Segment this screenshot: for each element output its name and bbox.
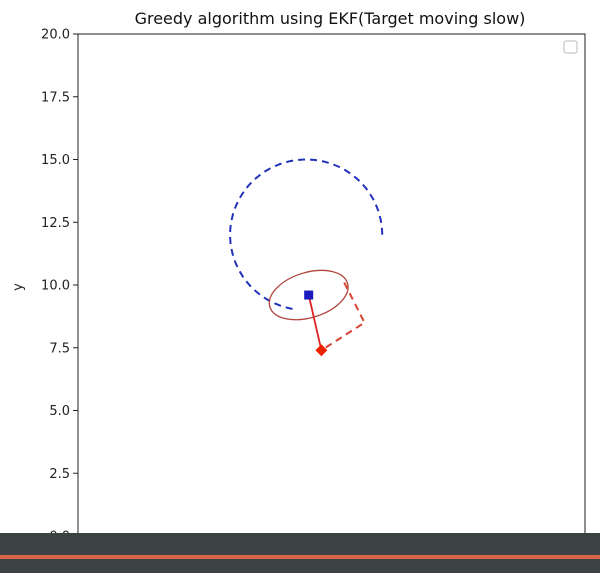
video-player-bar[interactable] [0, 533, 600, 573]
covariance-ellipse [268, 269, 349, 321]
series-line [307, 294, 323, 351]
progress-bar[interactable] [0, 555, 600, 559]
y-tick-label: 17.5 [41, 90, 70, 105]
y-tick-label: 2.5 [49, 467, 70, 482]
series-line [229, 158, 384, 310]
y-tick-label: 15.0 [41, 153, 70, 168]
y-tick-label: 20.0 [41, 28, 70, 43]
sensor-marker [315, 344, 328, 357]
chart-marks [229, 158, 384, 357]
legend-box [563, 40, 578, 54]
y-tick-label: 10.0 [41, 279, 70, 294]
y-axis-label: y [11, 283, 26, 291]
y-tick-label: 5.0 [49, 404, 70, 419]
y-tick-label: 12.5 [41, 216, 70, 231]
target-marker [304, 290, 314, 300]
chart-title: Greedy algorithm using EKF(Target moving… [135, 9, 526, 28]
series-line [320, 282, 366, 352]
y-axis: 0.02.55.07.510.012.515.017.520.0 [41, 28, 78, 545]
y-tick-label: 7.5 [49, 341, 70, 356]
plot-area [77, 33, 586, 537]
